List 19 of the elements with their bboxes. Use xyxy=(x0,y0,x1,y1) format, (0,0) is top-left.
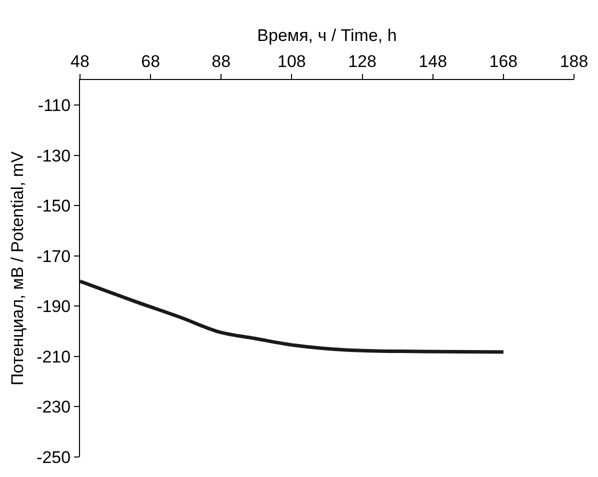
y-tick-label: -110 xyxy=(38,96,71,116)
y-tick-label: -210 xyxy=(36,347,71,366)
x-tick-label: 188 xyxy=(560,52,588,72)
y-tick-label: -250 xyxy=(36,448,71,467)
y-tick-label: -170 xyxy=(36,246,71,266)
x-tick-label: 68 xyxy=(141,52,160,72)
y-tick-label: -190 xyxy=(36,297,71,316)
x-tick-label: 148 xyxy=(418,52,448,72)
x-tick-label: 128 xyxy=(348,52,376,72)
line-series xyxy=(80,280,506,354)
x-tick-label: 48 xyxy=(70,52,90,72)
x-axis-title: Время, ч / Time, h xyxy=(257,26,397,45)
y-tick-label: -130 xyxy=(36,146,71,166)
y-tick-label: -230 xyxy=(36,398,71,417)
x-tick-label: 88 xyxy=(212,52,231,72)
y-tick-label: -150 xyxy=(36,196,71,216)
y-axis-title: Потенциал, мВ / Potential, mV xyxy=(8,150,28,386)
x-tick-label: 108 xyxy=(278,52,306,72)
x-tick-label: 168 xyxy=(489,52,518,72)
